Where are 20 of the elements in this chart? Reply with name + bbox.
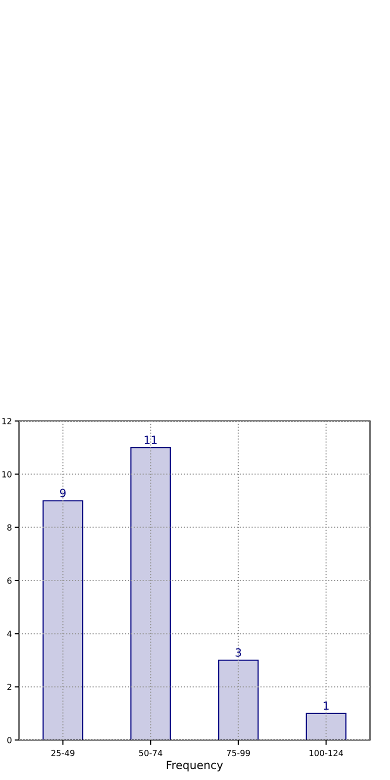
x-axis-title: Frequency xyxy=(166,760,223,772)
bar xyxy=(218,660,259,740)
x-tick-label: 50-74 xyxy=(139,750,162,756)
x-tick-label: 25-49 xyxy=(51,750,74,756)
y-tick-label: 4 xyxy=(7,630,12,637)
bar xyxy=(130,447,171,740)
data-label: 11 xyxy=(144,436,157,444)
data-label: 3 xyxy=(236,648,242,657)
x-tick-label: 100-124 xyxy=(310,750,344,756)
data-label: 9 xyxy=(60,488,66,498)
y-tick-label: 2 xyxy=(7,684,12,690)
data-label: 1 xyxy=(324,702,329,710)
y-tick-label: 10 xyxy=(2,471,12,478)
bar xyxy=(42,500,84,740)
bar xyxy=(306,712,346,740)
y-tick-label: 6 xyxy=(7,577,12,584)
y-tick-label: 12 xyxy=(2,418,12,424)
y-tick-label: 8 xyxy=(7,524,12,531)
x-tick-label: 75-99 xyxy=(226,750,250,756)
y-tick-label: 0 xyxy=(7,736,12,744)
